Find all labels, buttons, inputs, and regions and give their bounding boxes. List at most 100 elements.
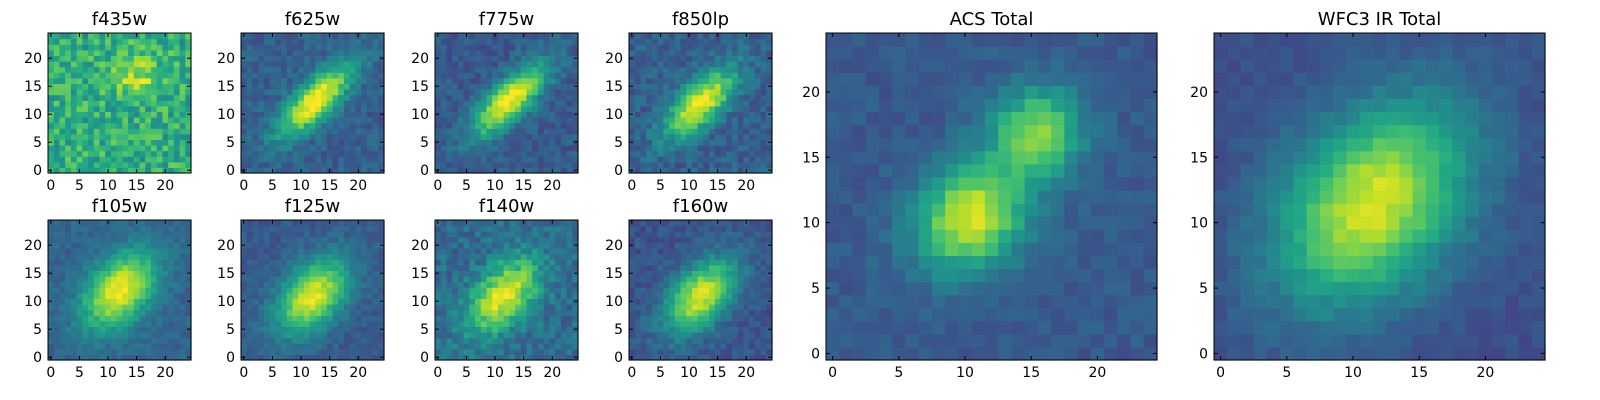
heatmap-cell bbox=[737, 77, 744, 84]
heatmap-cell bbox=[349, 332, 356, 339]
heatmap-cell bbox=[99, 264, 106, 271]
heatmap-cell bbox=[65, 298, 72, 305]
heatmap-cell bbox=[452, 38, 459, 45]
heatmap-cell bbox=[133, 270, 141, 277]
heatmap-cell bbox=[754, 145, 762, 152]
heatmap-cell bbox=[99, 77, 106, 84]
y-tick-label: 5 bbox=[33, 135, 42, 151]
heatmap-cell bbox=[133, 292, 141, 299]
heatmap-cell bbox=[82, 94, 89, 101]
heatmap-cell bbox=[378, 276, 385, 283]
heatmap-cell bbox=[361, 38, 368, 45]
heatmap-cell bbox=[452, 287, 459, 294]
heatmap-cell bbox=[709, 72, 716, 79]
heatmap-cell bbox=[669, 139, 676, 146]
heatmap-cell bbox=[440, 264, 448, 271]
heatmap-cell bbox=[281, 150, 288, 157]
heatmap-cell bbox=[492, 225, 499, 232]
heatmap-cell bbox=[48, 315, 55, 322]
heatmap-cell bbox=[754, 298, 762, 305]
heatmap-cell bbox=[503, 225, 510, 232]
heatmap-cell bbox=[463, 236, 470, 243]
heatmap-cell bbox=[697, 72, 704, 79]
heatmap-cell bbox=[185, 343, 192, 350]
heatmap-cell bbox=[486, 332, 493, 339]
heatmap-cell bbox=[150, 236, 158, 243]
heatmap-cell bbox=[366, 77, 374, 84]
heatmap-cell bbox=[70, 348, 78, 355]
heatmap-cell bbox=[526, 33, 533, 40]
heatmap-cell bbox=[298, 111, 305, 118]
heatmap-cell bbox=[378, 281, 385, 288]
heatmap-cell bbox=[714, 89, 722, 96]
heatmap-cell bbox=[116, 89, 123, 96]
heatmap-cell bbox=[179, 156, 186, 163]
heatmap-cell bbox=[674, 66, 682, 73]
heatmap-cell bbox=[686, 111, 693, 118]
heatmap-cell bbox=[93, 236, 101, 243]
heatmap-cell bbox=[258, 156, 265, 163]
heatmap-cell bbox=[275, 128, 282, 135]
heatmap-cell bbox=[321, 270, 328, 277]
heatmap-cell bbox=[378, 133, 385, 140]
heatmap-cell bbox=[309, 61, 316, 68]
heatmap-cell bbox=[321, 49, 328, 56]
heatmap-cell bbox=[709, 298, 716, 305]
heatmap-cell bbox=[674, 167, 682, 174]
heatmap-cell bbox=[93, 117, 101, 124]
heatmap-cell bbox=[349, 270, 356, 277]
heatmap-cell bbox=[657, 156, 664, 163]
heatmap-cell bbox=[173, 145, 181, 152]
heatmap-cell bbox=[338, 111, 345, 118]
heatmap-cell bbox=[452, 111, 459, 118]
heatmap-cell bbox=[669, 337, 676, 344]
heatmap-cell bbox=[326, 231, 334, 238]
heatmap-cell bbox=[509, 220, 516, 227]
heatmap-cell bbox=[760, 139, 767, 146]
heatmap-cell bbox=[714, 343, 722, 350]
heatmap-cell bbox=[82, 309, 89, 316]
heatmap-cell bbox=[326, 111, 334, 118]
heatmap-cell bbox=[566, 94, 573, 101]
heatmap-cell bbox=[543, 326, 550, 333]
heatmap-cell bbox=[475, 72, 482, 79]
heatmap-cell bbox=[343, 49, 351, 56]
heatmap-cell bbox=[122, 105, 129, 112]
heatmap-cell bbox=[749, 139, 756, 146]
heatmap-cell bbox=[139, 161, 146, 168]
heatmap-cell bbox=[349, 44, 356, 51]
heatmap-cell bbox=[145, 326, 152, 333]
heatmap-cell bbox=[697, 281, 704, 288]
y-tick-label: 0 bbox=[420, 163, 429, 179]
heatmap-cell bbox=[537, 167, 545, 174]
heatmap-cell bbox=[435, 315, 442, 322]
heatmap-cell bbox=[492, 38, 499, 45]
heatmap-cell bbox=[486, 287, 493, 294]
heatmap-cell bbox=[709, 354, 716, 361]
heatmap-cell bbox=[48, 332, 55, 339]
heatmap-cell bbox=[122, 77, 129, 84]
heatmap-cell bbox=[292, 220, 299, 227]
heatmap-cell bbox=[634, 111, 642, 118]
heatmap-cell bbox=[70, 326, 78, 333]
heatmap-cell bbox=[475, 292, 482, 299]
heatmap-cell bbox=[663, 343, 670, 350]
heatmap-cell bbox=[509, 61, 516, 68]
heatmap-cell bbox=[372, 111, 379, 118]
heatmap-cell bbox=[82, 145, 89, 152]
heatmap-cell bbox=[246, 38, 254, 45]
heatmap-cell bbox=[162, 122, 169, 129]
heatmap-cell bbox=[697, 117, 704, 124]
heatmap-cell bbox=[275, 83, 282, 90]
heatmap-cell bbox=[48, 49, 55, 56]
heatmap-cell bbox=[560, 231, 568, 238]
heatmap-cell bbox=[372, 220, 379, 227]
heatmap-cell bbox=[366, 117, 374, 124]
heatmap-cell bbox=[139, 236, 146, 243]
heatmap-cell bbox=[343, 281, 351, 288]
heatmap-cell bbox=[674, 326, 682, 333]
heatmap-cell bbox=[543, 248, 550, 255]
heatmap-cell bbox=[457, 281, 465, 288]
heatmap-cell bbox=[281, 139, 288, 146]
heatmap-cell bbox=[173, 150, 181, 157]
